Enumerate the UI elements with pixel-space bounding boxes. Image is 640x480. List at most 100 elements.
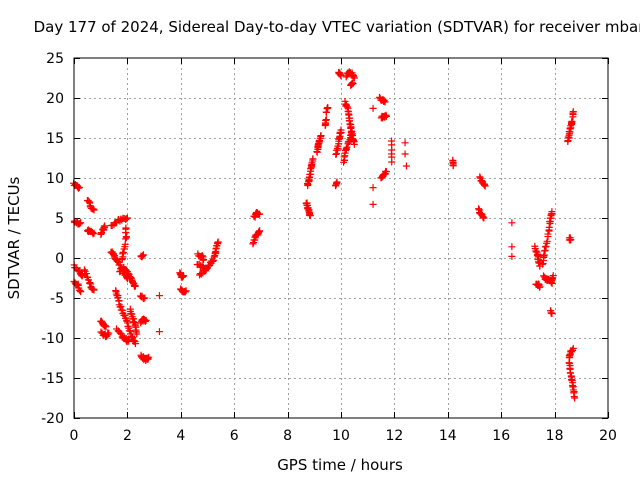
data-point xyxy=(566,351,574,359)
data-point xyxy=(256,227,264,235)
data-point xyxy=(475,205,483,213)
data-point xyxy=(324,104,332,112)
x-tick-label: 12 xyxy=(385,428,403,444)
data-point xyxy=(89,205,97,213)
data-point xyxy=(545,223,553,231)
data-point xyxy=(155,292,163,300)
x-tick-label: 6 xyxy=(230,428,239,444)
data-point xyxy=(536,283,544,291)
data-point xyxy=(86,279,94,287)
data-point xyxy=(197,270,205,278)
data-point xyxy=(322,108,330,116)
data-point xyxy=(122,215,130,223)
data-point xyxy=(317,132,325,140)
data-point xyxy=(369,104,377,112)
x-tick-label: 18 xyxy=(546,428,564,444)
data-point xyxy=(118,256,126,264)
data-point xyxy=(116,329,124,337)
chart-title: Day 177 of 2024, Sidereal Day-to-day VTE… xyxy=(34,18,640,36)
data-point xyxy=(401,139,409,147)
data-point xyxy=(101,322,109,330)
data-point xyxy=(369,184,377,192)
data-point xyxy=(75,184,83,192)
data-point xyxy=(131,282,139,290)
data-point xyxy=(306,212,314,220)
data-points xyxy=(70,68,579,402)
data-point xyxy=(337,72,345,80)
data-point xyxy=(77,219,85,227)
grid-lines xyxy=(74,58,608,418)
data-point xyxy=(89,285,97,293)
data-point xyxy=(105,329,113,337)
data-point xyxy=(90,206,98,214)
data-point xyxy=(122,228,130,236)
data-point xyxy=(343,101,351,109)
data-point xyxy=(568,117,576,125)
data-point xyxy=(179,273,187,281)
data-point xyxy=(73,281,81,289)
x-tick-label: 4 xyxy=(176,428,185,444)
data-point xyxy=(120,245,128,253)
data-point xyxy=(322,117,330,125)
x-tick-label: 20 xyxy=(599,428,617,444)
data-point xyxy=(80,266,88,274)
data-point xyxy=(343,143,351,151)
data-point xyxy=(89,230,97,238)
data-point xyxy=(198,252,206,260)
data-point xyxy=(350,73,358,81)
data-point xyxy=(571,394,579,402)
data-point xyxy=(549,272,557,280)
data-point xyxy=(123,214,131,222)
data-point xyxy=(544,230,552,238)
data-point xyxy=(342,145,350,153)
data-point xyxy=(145,353,153,361)
data-point xyxy=(102,323,110,331)
y-tick-label: 10 xyxy=(46,171,64,187)
data-point xyxy=(255,228,263,236)
data-point xyxy=(75,286,83,294)
data-point xyxy=(481,182,489,190)
data-point xyxy=(548,208,556,216)
data-point xyxy=(90,286,98,294)
data-point xyxy=(112,290,120,298)
data-point xyxy=(199,256,207,264)
data-point xyxy=(181,288,189,296)
data-point xyxy=(567,236,575,244)
y-tick-label: -5 xyxy=(50,291,64,307)
data-point xyxy=(569,108,577,116)
y-tick-label: -10 xyxy=(41,331,64,347)
data-point xyxy=(128,333,136,341)
data-point xyxy=(139,251,147,259)
data-point xyxy=(449,161,457,169)
data-point xyxy=(343,103,351,111)
data-point xyxy=(82,270,90,278)
data-point xyxy=(564,133,572,141)
x-tick-label: 2 xyxy=(123,428,132,444)
y-tick-label: 20 xyxy=(46,91,64,107)
data-point xyxy=(349,80,357,88)
data-point xyxy=(101,222,109,230)
data-point xyxy=(256,210,264,218)
data-point xyxy=(508,219,516,227)
data-point xyxy=(124,269,132,277)
x-tick-label: 14 xyxy=(439,428,457,444)
data-point xyxy=(77,288,85,296)
data-point xyxy=(480,214,488,222)
data-point xyxy=(388,158,396,166)
data-point xyxy=(114,257,122,265)
y-tick-label: 0 xyxy=(55,251,64,267)
data-point xyxy=(369,200,377,208)
data-point xyxy=(142,316,150,324)
data-point xyxy=(382,168,390,176)
data-point xyxy=(401,150,409,158)
y-tick-label: 15 xyxy=(46,131,64,147)
y-tick-label: 25 xyxy=(46,51,64,67)
y-tick-label: -20 xyxy=(41,411,64,427)
data-point xyxy=(209,257,217,265)
y-tick-label: 5 xyxy=(55,211,64,227)
data-point xyxy=(336,71,344,79)
data-point xyxy=(141,294,149,302)
data-point xyxy=(337,126,345,134)
data-point xyxy=(402,162,410,170)
